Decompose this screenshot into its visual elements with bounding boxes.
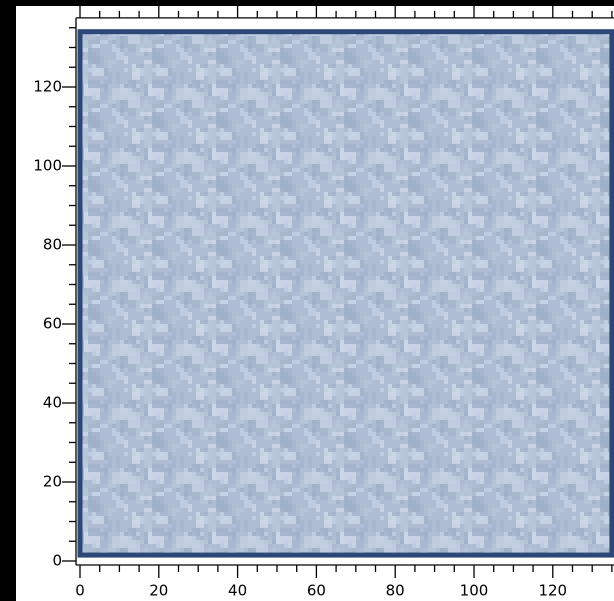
x-tick-label: 60 <box>307 582 326 600</box>
x-tick-label: 120 <box>538 582 567 600</box>
x-tick-label: 80 <box>386 582 405 600</box>
y-tick-label: 100 <box>33 157 62 175</box>
y-tick-label: 20 <box>43 473 62 491</box>
y-tick-label: 0 <box>52 552 62 570</box>
x-tick-label: 20 <box>149 582 168 600</box>
y-tick-label: 60 <box>43 315 62 333</box>
x-tick-label: 40 <box>228 582 247 600</box>
image <box>77 29 614 558</box>
y-tick-label: 120 <box>33 78 62 96</box>
y-tick-label: 80 <box>43 236 62 254</box>
x-tick-label: 100 <box>460 582 489 600</box>
y-tick-label: 40 <box>43 394 62 412</box>
x-tick-label: 0 <box>75 582 85 600</box>
